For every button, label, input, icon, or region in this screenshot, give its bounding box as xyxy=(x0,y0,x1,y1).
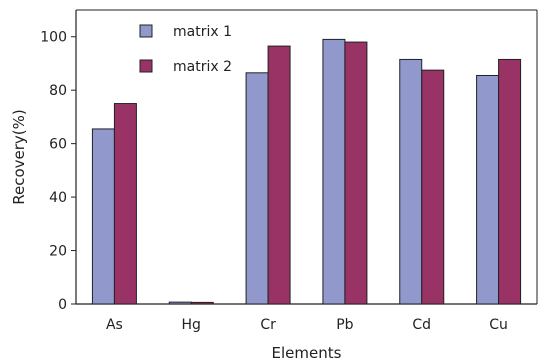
x-axis-ticks: As Hg Cr Pb Cd Cu xyxy=(106,317,508,333)
y-tick-label: 80 xyxy=(49,83,67,99)
legend: matrix 1 matrix 2 xyxy=(139,24,232,75)
plot-area xyxy=(75,9,538,305)
legend-swatch-series-1 xyxy=(139,24,153,38)
x-tick-label: Hg xyxy=(182,317,201,333)
legend-label-series-1: matrix 1 xyxy=(173,24,232,40)
x-tick-label: Cd xyxy=(412,317,431,333)
bars-group xyxy=(91,38,522,305)
x-axis-label: Elements xyxy=(272,344,342,362)
bar-cd-series-2 xyxy=(421,69,445,305)
x-tick-label: Cr xyxy=(260,317,276,333)
y-axis-label: Recovery(%) xyxy=(10,109,28,205)
y-tick-label: 0 xyxy=(58,297,67,313)
bar-pb-series-2 xyxy=(344,41,368,305)
bar-cd-series-1 xyxy=(399,58,423,305)
y-tick-label: 100 xyxy=(40,30,67,46)
x-tick-label: Cu xyxy=(489,317,508,333)
x-tick-label: Pb xyxy=(336,317,353,333)
legend-swatch-series-2 xyxy=(139,59,153,73)
bar-as-series-2 xyxy=(113,103,137,305)
y-tick-label: 40 xyxy=(49,190,67,206)
bar-hg-series-1 xyxy=(168,301,192,305)
bar-hg-series-2 xyxy=(190,301,214,305)
legend-label-series-2: matrix 2 xyxy=(173,59,232,75)
y-tick-label: 60 xyxy=(49,137,67,153)
bar-cr-series-1 xyxy=(245,72,269,305)
y-axis-ticks: 0 20 40 60 80 100 xyxy=(40,30,76,313)
bar-as-series-1 xyxy=(91,128,115,305)
bar-cu-series-2 xyxy=(498,58,522,305)
bar-cu-series-1 xyxy=(476,74,500,305)
y-tick-label: 20 xyxy=(49,244,67,260)
x-tick-label: As xyxy=(106,317,123,333)
bar-cr-series-2 xyxy=(267,45,291,305)
bar-pb-series-1 xyxy=(322,38,346,305)
